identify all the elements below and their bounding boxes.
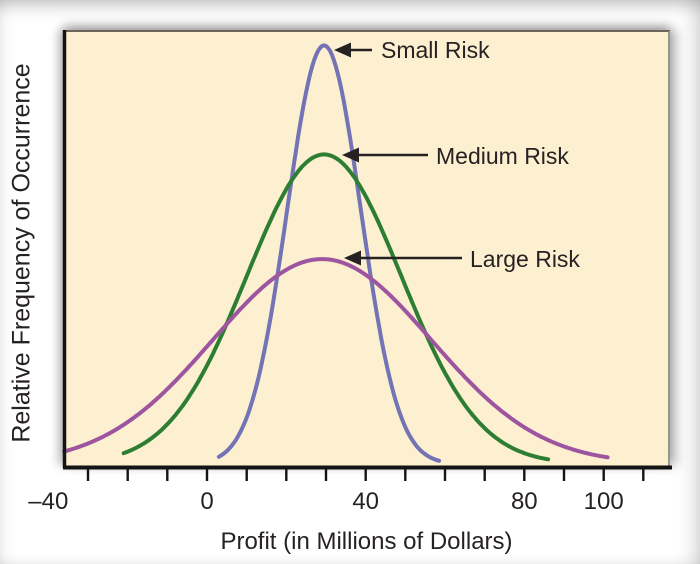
curve-large-risk: [62, 257, 610, 460]
y-axis-title: Relative Frequency of Occurrence: [7, 63, 36, 443]
annotation-large-risk: Large Risk: [470, 246, 580, 272]
x-tick-label: 0: [200, 488, 214, 515]
x-tick-label: –40: [28, 488, 69, 515]
curve-small-risk: [216, 43, 442, 463]
x-tick-label: 100: [583, 488, 624, 515]
annotation-arrowhead: [344, 250, 361, 266]
annotation-arrowhead: [342, 147, 359, 163]
curve-medium-risk: [121, 152, 551, 462]
x-tick-label: 40: [352, 488, 380, 515]
annotation-medium-risk: Medium Risk: [436, 143, 569, 169]
x-tick-label: 80: [510, 488, 538, 515]
annotation-small-risk: Small Risk: [381, 37, 490, 63]
x-axis-title: Profit (in Millions of Dollars): [220, 528, 513, 555]
annotation-arrowhead: [334, 42, 351, 58]
